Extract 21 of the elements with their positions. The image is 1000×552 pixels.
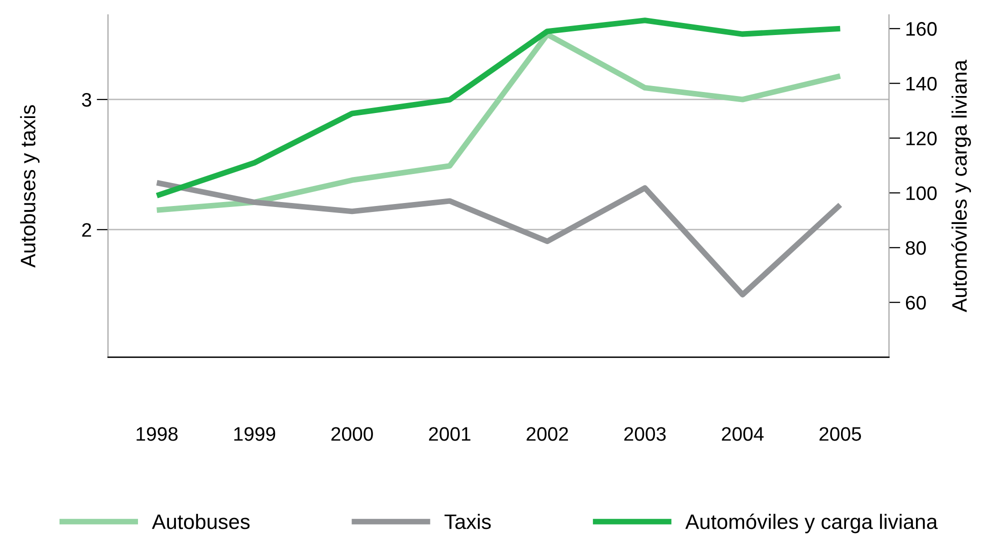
y2-tick-label: 120	[906, 132, 937, 146]
y-tick-label: 2	[82, 223, 92, 237]
legend-label: Taxis	[444, 514, 491, 530]
y2-tick-label: 140	[906, 76, 937, 91]
legend-label: Automóviles y carga liviana	[685, 514, 938, 534]
x-tick-label: 2000	[331, 427, 373, 441]
legend-label: Autobuses	[152, 514, 250, 530]
x-tick-label: 2001	[429, 427, 470, 441]
y2-tick-label: 160	[906, 22, 937, 36]
x-tick-label: 2002	[526, 427, 568, 441]
x-tick-label: 2003	[624, 427, 666, 441]
y2-tick-label: 100	[906, 186, 937, 200]
x-tick-label: 2004	[722, 427, 764, 441]
y-tick-label: 3	[82, 92, 92, 107]
x-tick-label: 1999	[234, 427, 276, 441]
x-tick-label: 1998	[136, 427, 178, 441]
y2-tick-label: 80	[906, 241, 926, 255]
x-tick-label: 2005	[820, 427, 862, 441]
y2-tick-label: 60	[906, 296, 926, 310]
y2-axis-title: Automóviles y carga liviana	[951, 60, 971, 312]
y-axis-title: Autobuses y taxis	[20, 105, 40, 268]
